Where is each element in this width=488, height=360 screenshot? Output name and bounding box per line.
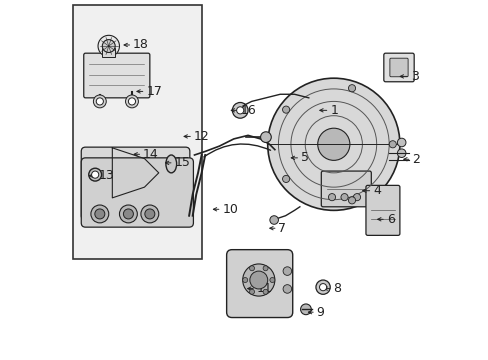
Circle shape (319, 284, 326, 291)
FancyBboxPatch shape (83, 53, 149, 98)
FancyBboxPatch shape (389, 58, 407, 77)
Text: 18: 18 (133, 39, 149, 51)
Circle shape (249, 271, 267, 289)
Text: 7: 7 (278, 222, 286, 235)
Circle shape (123, 209, 133, 219)
Circle shape (317, 128, 349, 160)
Text: 16: 16 (240, 104, 255, 117)
Circle shape (269, 216, 278, 224)
FancyBboxPatch shape (226, 249, 292, 318)
Circle shape (98, 35, 119, 57)
Circle shape (263, 266, 267, 271)
Text: 11: 11 (256, 282, 272, 295)
Circle shape (397, 149, 405, 157)
Circle shape (348, 85, 355, 92)
Circle shape (283, 285, 291, 293)
Circle shape (397, 138, 405, 147)
Text: 9: 9 (316, 306, 324, 319)
Circle shape (263, 289, 267, 294)
Circle shape (93, 95, 106, 108)
Circle shape (91, 205, 108, 223)
Circle shape (125, 95, 138, 108)
Text: 2: 2 (411, 153, 419, 166)
Text: 12: 12 (193, 130, 209, 143)
Circle shape (282, 106, 289, 113)
Circle shape (144, 209, 155, 219)
Circle shape (88, 168, 102, 181)
Circle shape (340, 194, 347, 201)
Circle shape (96, 98, 103, 105)
FancyBboxPatch shape (81, 147, 189, 220)
Circle shape (95, 209, 104, 219)
Text: 4: 4 (372, 184, 380, 197)
Text: 8: 8 (332, 282, 341, 295)
Circle shape (249, 289, 254, 294)
Circle shape (267, 78, 399, 210)
Circle shape (315, 280, 329, 294)
Bar (73, 5, 201, 258)
FancyBboxPatch shape (383, 53, 413, 82)
Text: 1: 1 (329, 104, 337, 117)
Ellipse shape (165, 155, 176, 173)
Circle shape (348, 197, 355, 204)
FancyBboxPatch shape (81, 158, 193, 227)
Text: 5: 5 (300, 151, 308, 165)
Circle shape (242, 278, 247, 283)
Circle shape (249, 266, 254, 271)
FancyBboxPatch shape (321, 171, 370, 207)
Circle shape (236, 107, 244, 114)
Circle shape (242, 264, 274, 296)
Bar (102, 48, 115, 57)
Text: 6: 6 (386, 213, 394, 226)
Circle shape (282, 175, 289, 183)
Circle shape (388, 141, 395, 148)
Circle shape (269, 278, 274, 283)
Circle shape (119, 205, 137, 223)
Text: 10: 10 (222, 203, 238, 216)
Text: 17: 17 (146, 85, 162, 98)
Circle shape (91, 171, 99, 178)
FancyBboxPatch shape (365, 185, 399, 235)
Circle shape (300, 304, 311, 315)
Text: 3: 3 (410, 70, 418, 83)
Text: 14: 14 (143, 148, 159, 161)
Circle shape (328, 194, 335, 201)
Text: 15: 15 (174, 156, 190, 169)
Circle shape (232, 103, 247, 118)
Circle shape (102, 40, 115, 53)
Circle shape (260, 132, 271, 143)
Circle shape (128, 98, 135, 105)
Text: 13: 13 (99, 169, 114, 182)
Circle shape (141, 205, 159, 223)
Circle shape (283, 267, 291, 275)
Circle shape (353, 194, 360, 201)
